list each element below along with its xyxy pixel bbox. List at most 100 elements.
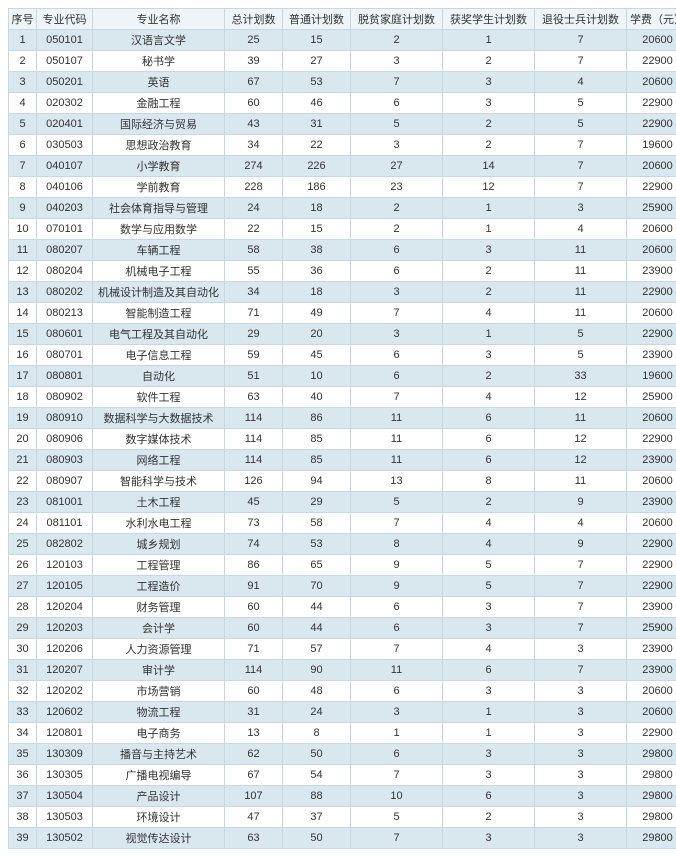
cell: 59 — [225, 345, 283, 366]
cell: 23900 — [627, 450, 676, 471]
cell: 5 — [535, 114, 627, 135]
cell: 88 — [283, 786, 351, 807]
cell: 20600 — [627, 513, 676, 534]
cell: 114 — [225, 429, 283, 450]
cell: 1 — [443, 702, 535, 723]
cell: 65 — [283, 555, 351, 576]
cell: 22900 — [627, 324, 676, 345]
cell: 18 — [283, 198, 351, 219]
cell: 85 — [283, 450, 351, 471]
cell: 22900 — [627, 429, 676, 450]
cell: 50 — [283, 828, 351, 849]
cell: 11 — [9, 240, 37, 261]
cell: 15 — [283, 30, 351, 51]
cell: 020302 — [37, 93, 93, 114]
cell: 5 — [351, 807, 443, 828]
table-row: 32120202市场营销604863320600 — [9, 681, 676, 702]
cell: 4 — [443, 534, 535, 555]
cell: 数字媒体技术 — [93, 429, 225, 450]
cell: 29 — [225, 324, 283, 345]
cell: 040107 — [37, 156, 93, 177]
cell: 电气工程及其自动化 — [93, 324, 225, 345]
cell: 5 — [443, 576, 535, 597]
cell: 53 — [283, 534, 351, 555]
cell: 11 — [351, 408, 443, 429]
cell: 7 — [351, 72, 443, 93]
cell: 030503 — [37, 135, 93, 156]
cell: 71 — [225, 303, 283, 324]
cell: 23900 — [627, 660, 676, 681]
cell: 3 — [535, 828, 627, 849]
cell: 22900 — [627, 114, 676, 135]
cell: 1 — [351, 723, 443, 744]
cell: 080910 — [37, 408, 93, 429]
cell: 国际经济与贸易 — [93, 114, 225, 135]
cell: 62 — [225, 744, 283, 765]
cell: 9 — [535, 534, 627, 555]
cell: 126 — [225, 471, 283, 492]
cell: 080907 — [37, 471, 93, 492]
cell: 2 — [443, 492, 535, 513]
cell: 3 — [443, 597, 535, 618]
table-row: 39130502视觉传达设计635073329800 — [9, 828, 676, 849]
cell: 2 — [443, 807, 535, 828]
cell: 25900 — [627, 387, 676, 408]
cell: 7 — [535, 597, 627, 618]
cell: 电子商务 — [93, 723, 225, 744]
cell: 产品设计 — [93, 786, 225, 807]
cell: 5 — [351, 492, 443, 513]
table-row: 23081001土木工程452952923900 — [9, 492, 676, 513]
cell: 市场营销 — [93, 681, 225, 702]
cell: 土木工程 — [93, 492, 225, 513]
cell: 7 — [351, 303, 443, 324]
cell: 6 — [351, 366, 443, 387]
cell: 70 — [283, 576, 351, 597]
cell: 11 — [535, 240, 627, 261]
cell: 3 — [9, 72, 37, 93]
cell: 4 — [443, 387, 535, 408]
cell: 车辆工程 — [93, 240, 225, 261]
cell: 9 — [351, 576, 443, 597]
cell: 6 — [351, 681, 443, 702]
cell: 4 — [443, 639, 535, 660]
cell: 6 — [351, 261, 443, 282]
cell: 6 — [351, 618, 443, 639]
cell: 45 — [283, 345, 351, 366]
table-body: 1050101汉语言文学2515217206002050107秘书学392732… — [9, 30, 676, 849]
cell: 3 — [443, 93, 535, 114]
cell: 60 — [225, 93, 283, 114]
table-row: 36130305广播电视编导675473329800 — [9, 765, 676, 786]
table-row: 33120602物流工程312431320600 — [9, 702, 676, 723]
cell: 39 — [9, 828, 37, 849]
table-row: 13080202机械设计制造及其自动化3418321122900 — [9, 282, 676, 303]
cell: 城乡规划 — [93, 534, 225, 555]
cell: 274 — [225, 156, 283, 177]
cell: 58 — [283, 513, 351, 534]
cell: 8 — [351, 534, 443, 555]
cell: 43 — [225, 114, 283, 135]
cell: 3 — [351, 702, 443, 723]
table-row: 27120105工程造价917095722900 — [9, 576, 676, 597]
cell: 22900 — [627, 723, 676, 744]
cell: 55 — [225, 261, 283, 282]
table-row: 22080907智能科学与技术126941381120600 — [9, 471, 676, 492]
cell: 播音与主持艺术 — [93, 744, 225, 765]
table-row: 29120203会计学604463725900 — [9, 618, 676, 639]
cell: 45 — [225, 492, 283, 513]
header-row: 序号 专业代码 专业名称 总计划数 普通计划数 脱贫家庭计划数 获奖学生计划数 … — [9, 9, 676, 30]
cell: 网络工程 — [93, 450, 225, 471]
cell: 36 — [9, 765, 37, 786]
cell: 4 — [535, 72, 627, 93]
cell: 28 — [9, 597, 37, 618]
cell: 63 — [225, 387, 283, 408]
cell: 17 — [9, 366, 37, 387]
table-row: 14080213智能制造工程7149741120600 — [9, 303, 676, 324]
table-row: 5020401国际经济与贸易433152522900 — [9, 114, 676, 135]
cell: 31 — [9, 660, 37, 681]
col-veteran: 退役士兵计划数 — [535, 9, 627, 30]
cell: 35 — [9, 744, 37, 765]
cell: 34 — [225, 135, 283, 156]
cell: 19600 — [627, 135, 676, 156]
cell: 10 — [283, 366, 351, 387]
cell: 080204 — [37, 261, 93, 282]
